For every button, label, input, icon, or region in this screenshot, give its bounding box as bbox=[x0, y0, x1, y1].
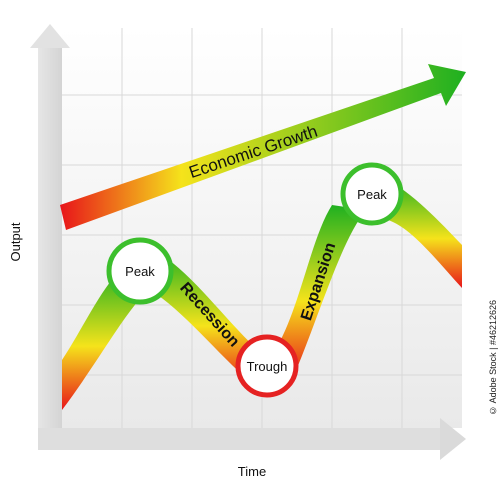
svg-text:Peak: Peak bbox=[357, 187, 387, 202]
svg-text:Peak: Peak bbox=[125, 264, 155, 279]
node-peak-2: Peak bbox=[340, 162, 404, 226]
economic-growth-arrow bbox=[60, 64, 466, 230]
y-axis-label: Output bbox=[8, 222, 23, 261]
node-peak-1: Peak bbox=[106, 237, 174, 305]
y-axis-arrow bbox=[30, 24, 70, 444]
x-axis-label: Time bbox=[238, 464, 266, 479]
x-axis-arrow bbox=[38, 418, 466, 460]
cycle-band bbox=[62, 178, 462, 410]
node-trough: Trough bbox=[235, 334, 299, 398]
svg-text:Trough: Trough bbox=[247, 359, 288, 374]
stock-watermark: © Adobe Stock | #46212626 bbox=[488, 300, 498, 416]
